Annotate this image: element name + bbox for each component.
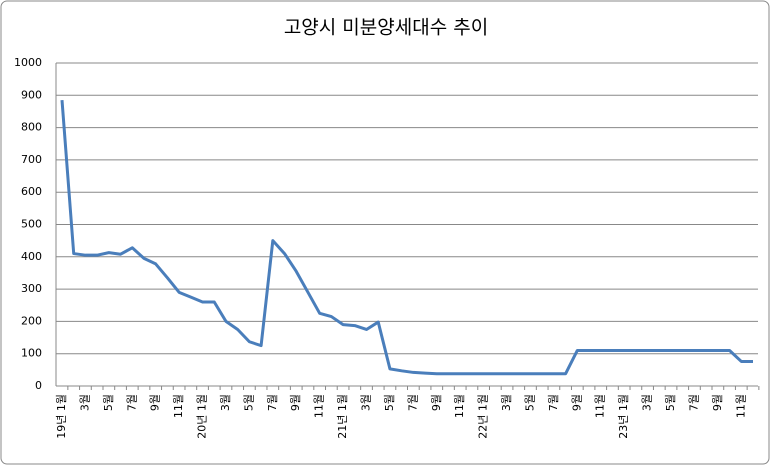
x-tick-label: 11월 xyxy=(453,394,466,418)
x-tick-label: 11월 xyxy=(172,394,185,418)
x-tick-label: 7월 xyxy=(406,394,419,411)
y-tick-label: 800 xyxy=(21,121,42,134)
x-tick-label: 21년 1월 xyxy=(336,394,349,439)
x-tick-label: 9월 xyxy=(430,394,443,411)
line-series xyxy=(60,100,753,376)
x-tick-label: 9월 xyxy=(570,394,583,411)
x-tick-label: 3월 xyxy=(500,394,513,411)
y-tick-label: 0 xyxy=(35,379,42,392)
x-tick-label: 7월 xyxy=(266,394,279,411)
x-tick-label: 5월 xyxy=(102,394,115,411)
x-tick-label: 3월 xyxy=(360,394,373,411)
x-tick-label: 23년 1월 xyxy=(617,394,630,439)
x-tick-label: 5월 xyxy=(242,394,255,411)
y-tick-label: 700 xyxy=(21,153,42,166)
x-tick-label: 9월 xyxy=(149,394,162,411)
x-tick-label: 9월 xyxy=(711,394,724,411)
y-tick-label: 300 xyxy=(21,282,42,295)
y-tick-label: 600 xyxy=(21,185,42,198)
chart-title: 고양시 미분양세대수 추이 xyxy=(284,17,488,39)
y-tick-label: 900 xyxy=(21,88,42,101)
x-tick-label: 11월 xyxy=(313,394,326,418)
x-tick-label: 7월 xyxy=(687,394,700,411)
x-tick-label: 22년 1월 xyxy=(477,394,490,439)
x-tick-label: 11월 xyxy=(594,394,607,418)
x-tick-label: 20년 1월 xyxy=(196,394,209,439)
y-tick-label: 1000 xyxy=(14,56,42,69)
x-tick-label: 3월 xyxy=(78,394,91,411)
y-tick-label: 400 xyxy=(21,250,42,263)
x-tick-label: 3월 xyxy=(641,394,654,411)
x-tick-label: 9월 xyxy=(289,394,302,411)
x-tick-label: 19년 1월 xyxy=(55,394,68,439)
y-tick-label: 500 xyxy=(21,218,42,231)
x-tick-label: 5월 xyxy=(523,394,536,411)
x-tick-label: 7월 xyxy=(547,394,560,411)
x-tick-label: 7월 xyxy=(125,394,138,411)
x-tick-label: 3월 xyxy=(219,394,232,411)
x-tick-label: 5월 xyxy=(383,394,396,411)
x-tick-label: 5월 xyxy=(664,394,677,411)
y-tick-label: 200 xyxy=(21,314,42,327)
x-tick-label: 11월 xyxy=(734,394,747,418)
y-tick-label: 100 xyxy=(21,347,42,360)
